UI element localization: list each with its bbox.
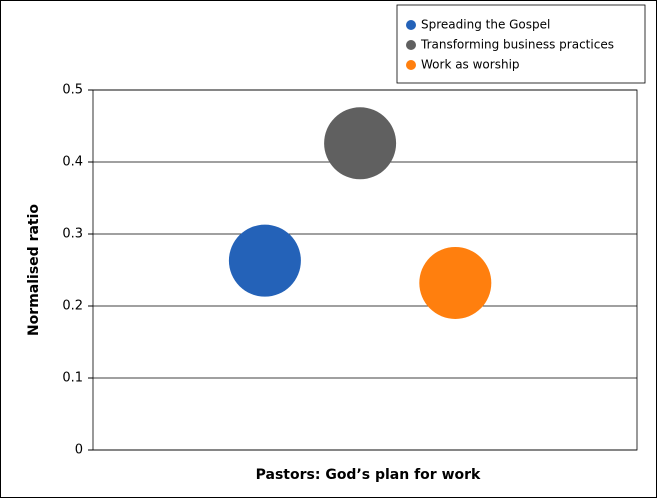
y-axis-label: Normalised ratio: [26, 204, 42, 336]
legend-label: Spreading the Gospel: [421, 18, 550, 32]
bubble: [228, 224, 301, 297]
legend-marker: [406, 40, 416, 50]
legend-marker: [406, 60, 416, 70]
bubble: [419, 246, 492, 319]
legend-label: Transforming business practices: [420, 38, 614, 52]
x-axis-label: Pastors: God’s plan for work: [256, 467, 481, 483]
legend-box: [396, 4, 646, 84]
legend-label: Work as worship: [421, 58, 520, 72]
y-tick-label: 0.1: [62, 371, 83, 386]
y-tick-label: 0.4: [62, 155, 83, 170]
bubble: [324, 107, 397, 180]
y-tick-label: 0: [75, 443, 83, 458]
plot-border: [92, 89, 638, 451]
y-tick-label: 0.3: [62, 227, 83, 242]
y-tick-label: 0.5: [62, 83, 83, 98]
legend-marker: [406, 20, 416, 30]
y-tick-label: 0.2: [62, 299, 83, 314]
